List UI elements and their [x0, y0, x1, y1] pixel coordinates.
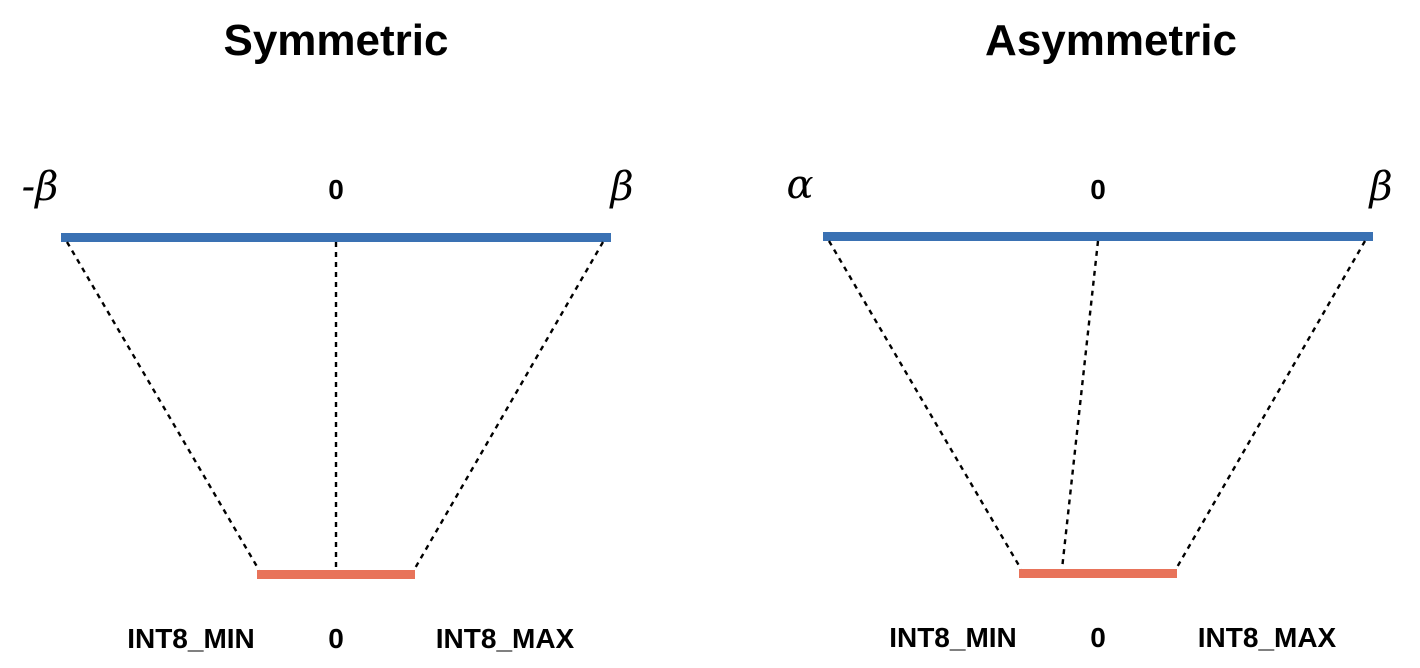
asymmetric-int8-min-label: INT8_MIN — [889, 622, 1017, 653]
asymmetric-title: Asymmetric — [985, 16, 1237, 65]
symmetric-panel: Symmetric -β 0 β INT8_MIN 0 INT8_MAX — [22, 16, 634, 654]
symmetric-title: Symmetric — [223, 16, 448, 65]
symmetric-beta-label: β — [608, 164, 633, 210]
symmetric-float-zero-label: 0 — [328, 174, 344, 205]
asymmetric-int8-max-label: INT8_MAX — [1198, 622, 1337, 653]
asymmetric-zero-mapping-line — [1060, 240, 1100, 570]
asymmetric-float-zero-label: 0 — [1090, 174, 1106, 205]
asymmetric-int-zero-label: 0 — [1090, 622, 1106, 653]
symmetric-int8-min-label: INT8_MIN — [127, 623, 255, 654]
asymmetric-min-mapping-line — [827, 240, 1023, 570]
asymmetric-alpha-label: α — [786, 162, 813, 208]
symmetric-max-mapping-line — [412, 241, 605, 571]
symmetric-int8-max-label: INT8_MAX — [436, 623, 575, 654]
symmetric-min-mapping-line — [65, 241, 261, 571]
asymmetric-panel: Asymmetric α 0 β INT8_MIN 0 INT8_MAX — [786, 16, 1392, 653]
symmetric-neg-beta-label: -β — [22, 164, 59, 210]
asymmetric-beta-label: β — [1367, 164, 1392, 210]
symmetric-int-zero-label: 0 — [328, 623, 344, 654]
asymmetric-max-mapping-line — [1174, 240, 1367, 570]
